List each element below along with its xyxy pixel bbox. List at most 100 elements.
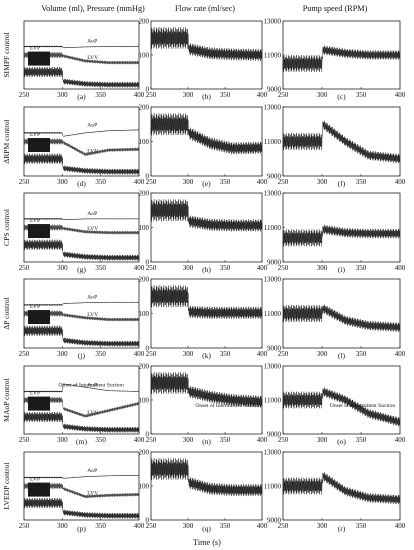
x-tick-label: 350 <box>220 178 231 186</box>
x-tick-label: 350 <box>220 522 231 530</box>
series-line-main <box>150 27 263 61</box>
x-tick-label: 350 <box>356 522 367 530</box>
panel-label: (h) <box>202 265 211 274</box>
x-tick-label: 250 <box>19 350 30 358</box>
panel-q: 250 300 350 400 0 100 200 (q) <box>139 448 268 533</box>
x-tick-label: 400 <box>134 350 145 358</box>
annotation-label: Onset of Intermittent Suction <box>330 402 396 409</box>
x-tick-label: 300 <box>317 350 328 358</box>
x-tick-label: 300 <box>57 178 68 186</box>
panel-label: (i) <box>338 265 346 274</box>
x-tick-label: 250 <box>19 91 30 99</box>
x-tick-label: 350 <box>95 178 106 186</box>
x-tick-label: 350 <box>95 91 106 99</box>
y-tick-label: 9000 <box>267 344 282 352</box>
panel-label: (d) <box>77 179 86 188</box>
panel-label: (m) <box>76 437 87 446</box>
annotation-label: LVP <box>30 218 40 224</box>
row-title: CPS control <box>2 209 11 246</box>
row-title: LVEDP control <box>2 463 11 510</box>
panel-label: (c) <box>337 92 346 101</box>
x-tick-label: 350 <box>220 350 231 358</box>
y-tick-label: 200 <box>139 362 150 370</box>
y-tick-label: 0 <box>146 344 150 352</box>
annotation-label: AoP <box>87 39 97 45</box>
x-tick-label: 350 <box>95 436 106 444</box>
x-tick-label: 300 <box>317 91 328 99</box>
x-tick-label: 350 <box>95 350 106 358</box>
panel-label: (p) <box>77 524 86 533</box>
x-tick-label: 400 <box>257 436 268 444</box>
x-tick-label: 250 <box>146 522 157 530</box>
x-tick-label: 300 <box>183 350 194 358</box>
x-tick-label: 300 <box>183 264 194 272</box>
x-tick-label: 250 <box>278 522 289 530</box>
y-tick-label: 0 <box>146 85 150 93</box>
annotation-label: Onset of Intermittent Suction <box>195 402 261 409</box>
y-tick-label: 13000 <box>264 103 282 111</box>
series-line-main <box>282 120 401 164</box>
series-line-aop <box>23 383 140 394</box>
x-tick-label: 350 <box>95 522 106 530</box>
x-tick-label: 250 <box>19 264 30 272</box>
x-tick-label: 250 <box>278 350 289 358</box>
x-tick-label: 300 <box>317 178 328 186</box>
annotation-label: AoP <box>87 211 97 217</box>
annotation-label: LVV <box>87 491 98 497</box>
panel-n: 250 300 350 400 0 100 200 Onset of Intermittent… <box>139 362 268 446</box>
row-title: ΔP control <box>2 297 11 329</box>
x-tick-label: 350 <box>356 264 367 272</box>
panel-m: 250 300 350 400 AoP LVP LVV Onset of Intermitte… <box>19 365 145 446</box>
column-title-2: Flow rate (ml/sec) <box>175 4 235 13</box>
inset-loop-icon <box>28 396 50 411</box>
panel-b: 250 300 350 400 0 100 200 (b) <box>139 17 268 101</box>
series-line-aop <box>23 129 140 137</box>
x-tick-label: 400 <box>134 178 145 186</box>
x-tick-label: 300 <box>57 350 68 358</box>
x-tick-label: 300 <box>317 264 328 272</box>
y-tick-label: 9000 <box>267 172 282 180</box>
x-tick-label: 250 <box>19 522 30 530</box>
y-tick-label: 200 <box>139 103 150 111</box>
y-tick-label: 13000 <box>264 448 282 456</box>
y-tick-label: 9000 <box>267 85 282 93</box>
x-tick-label: 350 <box>356 350 367 358</box>
x-tick-label: 400 <box>257 264 268 272</box>
x-tick-label: 400 <box>257 91 268 99</box>
y-tick-label: 200 <box>139 189 150 197</box>
panel-label: (j) <box>78 351 86 360</box>
series-line-lvp <box>23 153 140 175</box>
panel-label: (g) <box>77 265 86 274</box>
panel-label: (q) <box>202 524 211 533</box>
panel-e: 250 300 350 400 0 100 200 (e) <box>139 103 268 188</box>
series-line-aop <box>23 44 140 49</box>
series-line-main <box>282 472 401 505</box>
y-tick-label: 9000 <box>267 516 282 524</box>
series-line-aop <box>23 301 140 307</box>
annotation-label: LVV <box>87 312 98 318</box>
panel-label: (e) <box>202 179 211 188</box>
annotation-label: Onset of Intermittent Suction <box>59 381 125 388</box>
y-tick-label: 9000 <box>267 258 282 266</box>
y-tick-label: 11000 <box>264 482 282 490</box>
x-tick-label: 400 <box>257 350 268 358</box>
panel-i: 250 300 350 400 9000 11000 13000 (i) <box>264 189 406 274</box>
x-tick-label: 350 <box>356 436 367 444</box>
x-tick-label: 250 <box>146 350 157 358</box>
x-tick-label: 400 <box>395 264 406 272</box>
y-tick-label: 9000 <box>267 430 282 438</box>
y-tick-label: 0 <box>146 258 150 266</box>
panel-g: 250 300 350 400 AoP LVV LVP (g) <box>19 192 145 274</box>
x-tick-label: 400 <box>395 350 406 358</box>
y-tick-label: 11000 <box>264 138 282 146</box>
annotation-label: LVV <box>87 55 98 61</box>
annotation-label: LVV <box>87 148 98 154</box>
annotation-label: LVP <box>30 132 40 138</box>
x-tick-label: 250 <box>278 264 289 272</box>
panel-label: (o) <box>337 437 346 446</box>
x-tick-label: 250 <box>146 178 157 186</box>
plot-frame <box>282 192 401 263</box>
x-tick-label: 250 <box>278 91 289 99</box>
panel-f: 250 300 350 400 9000 11000 13000 (f) <box>264 103 406 188</box>
